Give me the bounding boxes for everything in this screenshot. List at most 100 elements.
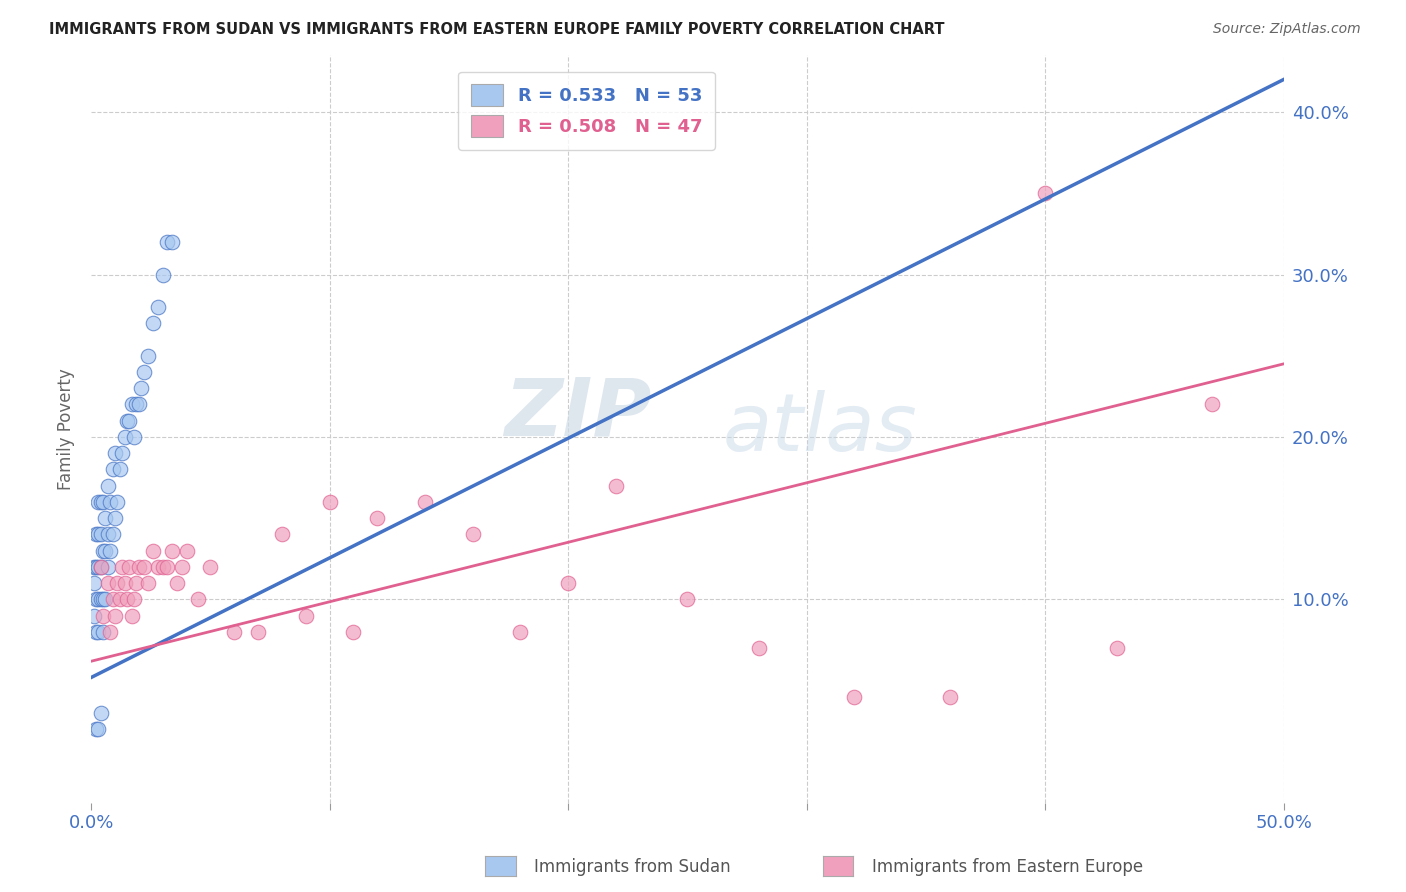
Point [152,560,174,574]
Point [111,560,134,574]
Point [83,576,105,591]
Point [111,446,134,460]
Point [557,576,579,591]
Point [125,576,148,591]
Point [98,543,121,558]
Point [132,560,155,574]
Point [676,592,699,607]
Point [138,349,160,363]
Point [294,608,316,623]
Point [101,462,124,476]
Point [122,430,145,444]
Point [87,592,110,607]
Point [142,316,165,330]
Point [91,543,114,558]
Point [187,592,209,607]
Point [91,495,114,509]
Point [200,560,222,574]
Text: Immigrants from Eastern Europe: Immigrants from Eastern Europe [872,858,1143,876]
Point [118,414,141,428]
Point [247,624,270,639]
Point [97,560,120,574]
Point [84,560,107,574]
Point [104,446,127,460]
Point [90,495,112,509]
Point [121,608,143,623]
Point [318,495,340,509]
Point [101,527,124,541]
Point [84,592,107,607]
Point [132,365,155,379]
Point [83,608,105,623]
Point [1201,397,1223,411]
Text: IMMIGRANTS FROM SUDAN VS IMMIGRANTS FROM EASTERN EUROPE FAMILY POVERTY CORRELATI: IMMIGRANTS FROM SUDAN VS IMMIGRANTS FROM… [49,22,945,37]
Y-axis label: Family Poverty: Family Poverty [58,368,75,490]
Point [90,592,112,607]
Point [152,268,174,282]
Text: Source: ZipAtlas.com: Source: ZipAtlas.com [1213,22,1361,37]
Point [87,527,110,541]
Point [156,235,179,249]
Point [146,300,169,314]
Point [84,723,107,737]
Point [342,624,364,639]
Point [176,543,198,558]
Point [101,592,124,607]
Point [91,608,114,623]
Point [105,495,128,509]
Point [97,479,120,493]
Point [142,543,165,558]
Point [97,576,120,591]
Point [509,624,531,639]
Point [84,527,107,541]
Point [94,592,117,607]
Point [87,624,110,639]
Point [844,690,866,704]
Point [114,576,136,591]
Point [1033,186,1056,201]
Point [129,381,152,395]
Point [114,430,136,444]
Point [938,690,960,704]
Point [90,560,112,574]
Point [91,592,114,607]
Point [125,397,148,411]
Point [105,576,128,591]
Point [97,527,120,541]
Point [122,592,145,607]
Point [461,527,484,541]
Point [162,235,184,249]
Point [90,706,112,721]
Point [605,479,627,493]
Point [115,592,138,607]
Point [366,511,388,525]
Point [90,527,112,541]
Point [748,641,770,656]
Point [104,511,127,525]
Point [121,397,143,411]
Point [1105,641,1128,656]
Point [118,560,141,574]
Point [91,624,114,639]
Point [128,560,150,574]
Point [98,624,121,639]
Legend: R = 0.533   N = 53, R = 0.508   N = 47: R = 0.533 N = 53, R = 0.508 N = 47 [458,71,714,150]
Point [271,527,294,541]
Point [108,462,131,476]
Point [138,576,160,591]
Point [170,560,193,574]
Point [87,560,110,574]
Point [108,592,131,607]
Point [224,624,246,639]
Point [83,560,105,574]
Text: atlas: atlas [723,390,918,468]
Point [128,397,150,411]
Point [98,495,121,509]
Point [90,560,112,574]
Point [166,576,188,591]
Text: Immigrants from Sudan: Immigrants from Sudan [534,858,731,876]
Point [146,560,169,574]
Text: ZIP: ZIP [505,375,651,453]
Point [94,543,117,558]
Point [413,495,436,509]
